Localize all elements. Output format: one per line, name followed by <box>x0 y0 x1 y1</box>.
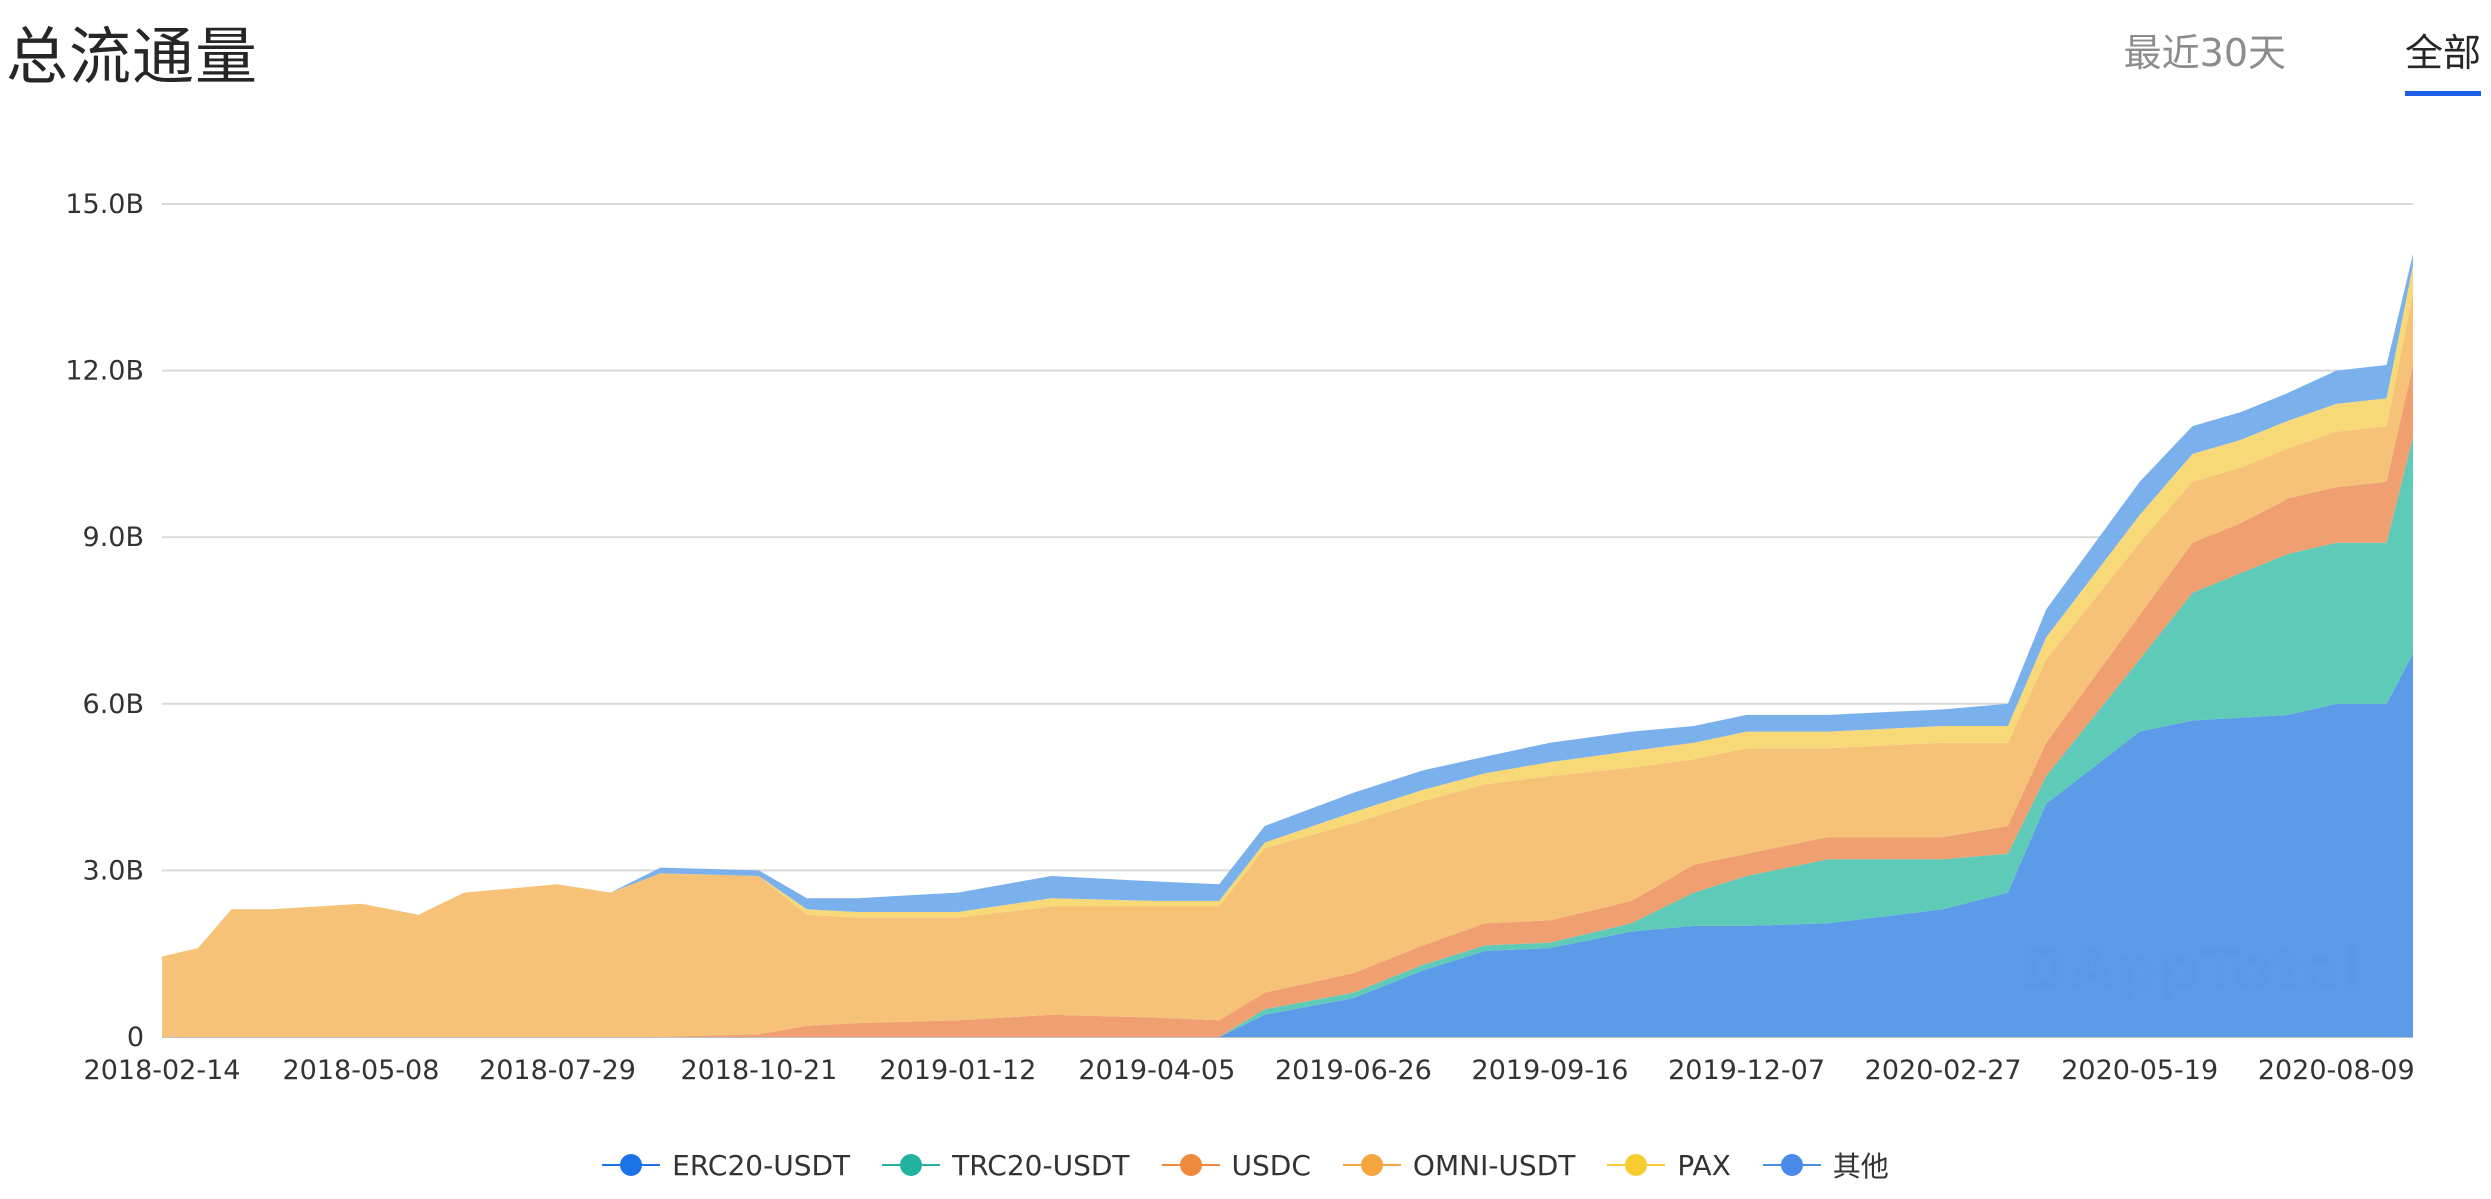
y-tick-label: 9.0B <box>83 522 144 553</box>
tab-last-30-days[interactable]: 最近30天 <box>2123 31 2286 75</box>
legend-label: 其他 <box>1832 1150 1889 1183</box>
legend-item[interactable]: TRC20-USDT <box>882 1148 1130 1182</box>
x-tick-label: 2019-01-12 <box>879 1055 1036 1086</box>
legend-item[interactable]: 其他 <box>1762 1145 1889 1185</box>
x-tick-label: 2020-05-19 <box>2061 1055 2218 1086</box>
x-tick-label: 2019-12-07 <box>1668 1055 1825 1086</box>
legend-marker-icon <box>1342 1154 1401 1176</box>
legend-label: TRC20-USDT <box>952 1148 1130 1182</box>
x-tick-label: 2018-10-21 <box>680 1055 837 1086</box>
x-tick-label: 2018-05-08 <box>283 1055 440 1086</box>
legend-marker-icon <box>602 1154 661 1176</box>
tab-all[interactable]: 全部 <box>2404 22 2481 96</box>
y-tick-label: 3.0B <box>83 855 144 886</box>
legend-item[interactable]: PAX <box>1607 1148 1731 1182</box>
legend-marker-icon <box>1607 1154 1666 1176</box>
x-tick-label: 2018-02-14 <box>84 1055 241 1086</box>
x-tick-label: 2019-09-16 <box>1472 1055 1629 1086</box>
legend-item[interactable]: USDC <box>1161 1148 1311 1182</box>
legend-item[interactable]: OMNI-USDT <box>1342 1148 1576 1182</box>
x-tick-label: 2018-07-29 <box>479 1055 636 1086</box>
legend-item[interactable]: ERC20-USDT <box>602 1149 850 1182</box>
x-tick-label: 2019-06-26 <box>1275 1055 1432 1086</box>
series-area <box>162 292 2413 1037</box>
legend-label: OMNI-USDT <box>1412 1148 1576 1182</box>
legend-marker-icon <box>882 1154 941 1176</box>
y-tick-label: 12.0B <box>65 356 144 387</box>
y-tick-label: 6.0B <box>83 689 144 720</box>
circulation-area-chart: 0 3.0B 6.0B 9.0B 12.0B 15.0B 2018-02-14 2018-0… <box>65 189 2415 1086</box>
legend-marker-icon <box>1762 1154 1821 1176</box>
y-tick-label: 0 <box>127 1022 144 1053</box>
series-area <box>162 437 2413 1037</box>
legend-label: USDC <box>1231 1148 1311 1182</box>
x-tick-label: 2020-08-09 <box>2258 1055 2415 1086</box>
y-tick-label: 15.0B <box>65 189 144 220</box>
legend-label: ERC20-USDT <box>672 1148 851 1182</box>
legend-marker-icon <box>1161 1154 1220 1176</box>
x-tick-label: 2020-02-27 <box>1865 1055 2022 1086</box>
chart-legend: ERC20-USDT TRC20-USDT USDC OMNI-USDT PAX 其他 <box>0 1145 2491 1185</box>
page-title: 总流通量 <box>6 20 259 93</box>
legend-label: PAX <box>1677 1148 1731 1182</box>
x-tick-label: 2019-04-05 <box>1078 1055 1235 1086</box>
watermark-logo: DAppTotal <box>2020 935 2364 1003</box>
series-area <box>162 653 2413 1037</box>
